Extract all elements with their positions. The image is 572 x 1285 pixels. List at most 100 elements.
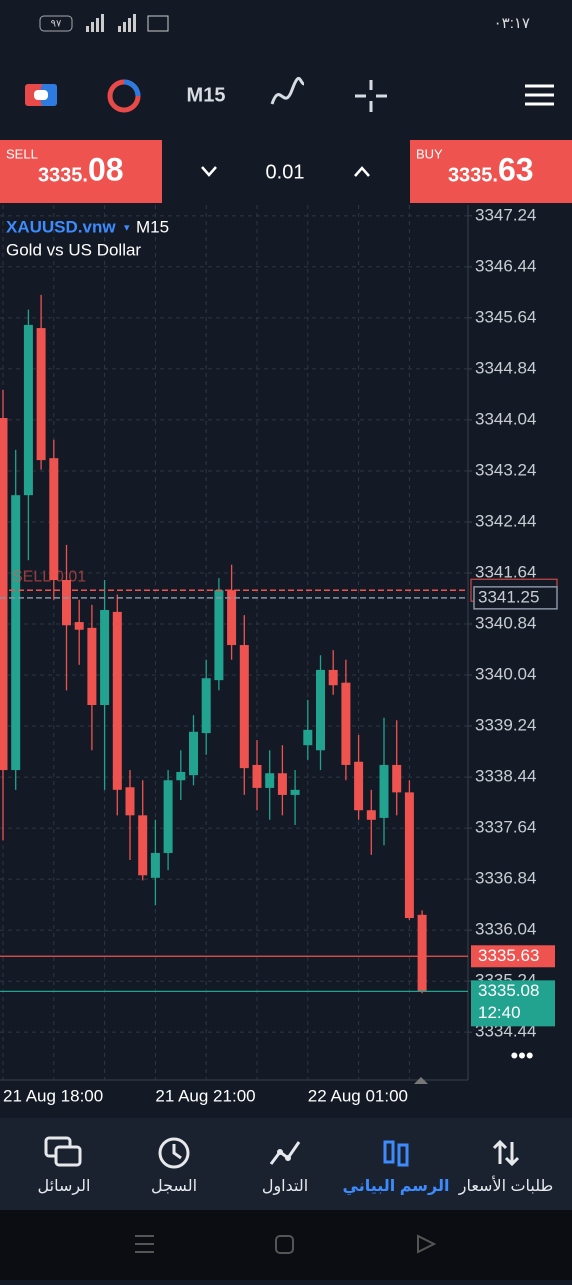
y-tick-label: 3343.24 — [475, 460, 536, 479]
nav-icon-part — [269, 1141, 301, 1165]
battery-level: ٩٧ — [51, 19, 62, 30]
candle-body — [227, 590, 237, 646]
nav-icon-part — [158, 1137, 190, 1169]
sell-price-big: 08 — [88, 151, 124, 187]
candle-body — [112, 611, 122, 790]
nav-item[interactable]: السجل — [151, 1137, 197, 1195]
trade-icon-part — [34, 90, 48, 100]
nav-item[interactable]: طلبات الأسعار — [458, 1139, 554, 1196]
y-tick-label: 3338.44 — [475, 767, 536, 786]
y-tick-label: 3346.44 — [475, 256, 536, 275]
plot — [0, 205, 472, 1080]
candle-body — [100, 609, 110, 705]
volume-up[interactable] — [354, 166, 370, 177]
candle-body — [366, 810, 376, 820]
chart-timeframe: M15 — [136, 217, 169, 236]
y-tick-label: 3334.44 — [475, 1022, 536, 1041]
candle-body — [303, 729, 313, 746]
buy-button[interactable] — [410, 140, 572, 203]
nav-label: التداول — [262, 1178, 308, 1196]
candle-body — [49, 458, 59, 580]
candle-body — [328, 669, 338, 686]
candle-body — [74, 622, 84, 630]
nav-item[interactable]: الرسم البياني — [343, 1140, 450, 1196]
x-tick-label: 22 Aug 01:00 — [308, 1086, 408, 1105]
candle-body — [150, 852, 160, 878]
bottom-nav — [0, 1118, 572, 1210]
timeframe-button[interactable]: M15 — [187, 84, 226, 106]
scroll-marker — [414, 1077, 428, 1084]
position-price-label: 3341.25 — [478, 587, 539, 606]
bid-price-label: 3335.08 — [478, 981, 539, 1000]
y-tick-label: 3340.84 — [475, 613, 536, 632]
candle-body — [23, 324, 33, 496]
volume-down[interactable] — [201, 166, 217, 177]
battery-icon — [39, 15, 73, 32]
nav-icon-part — [172, 1144, 182, 1160]
candle-body — [417, 914, 427, 992]
candle-body — [252, 764, 262, 788]
candle-body — [189, 731, 198, 776]
candle-body — [125, 787, 135, 816]
crosshair-icon[interactable] — [355, 80, 387, 112]
nav-item[interactable]: الرسائل — [38, 1136, 91, 1196]
nav-icon-part — [285, 1155, 291, 1161]
clock: ٠٣:١٧ — [494, 15, 530, 32]
candle-body — [392, 764, 402, 793]
candle-body — [138, 815, 148, 876]
symbol-dropdown[interactable]: ▾ — [124, 222, 130, 234]
candle-body — [214, 590, 224, 681]
y-tick-label: 3345.64 — [475, 307, 536, 326]
candle-body — [201, 678, 211, 734]
x-tick-label: 21 Aug 21:00 — [155, 1086, 255, 1105]
candle-body — [379, 764, 389, 818]
chart-subtitle: Gold vs US Dollar — [6, 240, 141, 259]
buy-price-main: 3335. — [448, 164, 498, 186]
candle-body — [163, 780, 173, 853]
nav-icon-part — [54, 1145, 82, 1167]
nav-icon — [383, 1140, 409, 1167]
order-label: SELL 0.01 — [12, 568, 86, 585]
toolbar: M15 — [25, 76, 554, 113]
nav-icon-part — [492, 1139, 520, 1167]
candle-body — [354, 761, 364, 811]
nav-label: السجل — [151, 1178, 197, 1195]
y-tick-label: 3336.04 — [475, 920, 536, 939]
candle-body — [316, 669, 325, 751]
buy-price-big: 63 — [498, 151, 534, 187]
nav-icon — [269, 1141, 301, 1165]
nav-icon-part — [383, 1140, 395, 1164]
bid-price-box — [471, 980, 555, 1027]
y-tick-label: 3347.24 — [475, 205, 536, 224]
nav-items: الرسائل السجل التداول الرسم البياني طلبات ال… — [38, 1136, 554, 1196]
volume[interactable]: 0.01 — [266, 161, 305, 183]
nav-icon-part — [397, 1143, 409, 1167]
position-price-box — [473, 586, 558, 610]
candle-body — [87, 627, 97, 705]
nav-icon — [158, 1137, 190, 1169]
candle-body — [239, 645, 249, 769]
candle-body — [290, 789, 300, 795]
signal-icons — [86, 14, 169, 32]
nav-icon — [44, 1136, 82, 1167]
nav-label: الرسائل — [38, 1178, 91, 1196]
nav-label: طلبات الأسعار — [458, 1175, 554, 1196]
y-tick-label: 3344.04 — [475, 409, 536, 428]
y-tick-label: 3344.84 — [475, 358, 536, 377]
sell-button[interactable] — [0, 140, 162, 203]
menu-icon[interactable] — [525, 84, 554, 106]
more-button[interactable]: ••• — [510, 1043, 533, 1068]
bar-countdown: 12:40 — [478, 1003, 521, 1022]
buy-label: BUY — [416, 146, 443, 161]
ask-price-label: 3335.63 — [478, 946, 539, 965]
candle-body — [36, 328, 46, 461]
nav-item[interactable]: التداول — [262, 1141, 308, 1196]
objects-icon[interactable] — [270, 76, 305, 105]
y-tick-label: 3341.64 — [475, 562, 536, 581]
y-tick-label: 3337.64 — [475, 818, 536, 837]
candle-body — [0, 418, 8, 771]
candle-body — [404, 792, 414, 919]
candle-body — [341, 682, 351, 765]
y-tick-label: 3339.24 — [475, 716, 536, 735]
